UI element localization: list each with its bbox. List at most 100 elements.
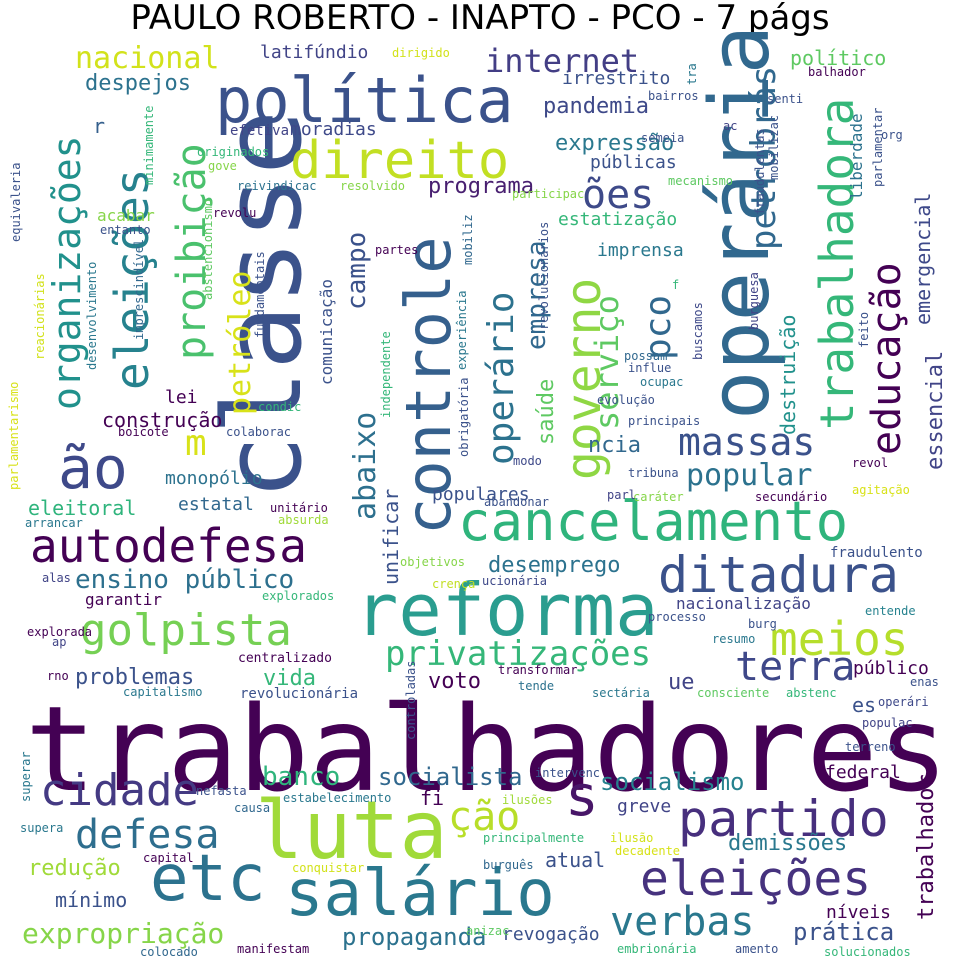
cloud-word: parlamentarismo (7, 382, 21, 490)
cloud-word: terra (735, 644, 855, 690)
cloud-word: arrancar (25, 516, 83, 530)
cloud-word: verbas (610, 899, 755, 945)
cloud-word: estatal (178, 494, 254, 515)
cloud-word: colocado (140, 945, 198, 959)
cloud-word: emergencial (911, 193, 935, 325)
cloud-word: moradias (290, 119, 377, 140)
cloud-word: fundamentais (253, 251, 267, 338)
cloud-word: capitalismo (123, 685, 202, 699)
cloud-word: controladas (404, 661, 418, 740)
cloud-word: revogação (502, 924, 600, 945)
cloud-word: intervenc (535, 766, 600, 780)
cloud-word: m (185, 423, 207, 464)
cloud-word: es (852, 693, 876, 717)
cloud-word: banco (262, 762, 340, 792)
cloud-word: principais (628, 414, 700, 428)
cloud-word: expropriação (22, 917, 224, 950)
cloud-word: expressão (555, 131, 674, 156)
cloud-word: solucionados (824, 945, 911, 959)
cloud-word: s (565, 764, 599, 829)
cloud-word: buscamos (691, 302, 705, 360)
cloud-word: mínimo (55, 888, 127, 912)
cloud-word: org (881, 128, 903, 142)
cloud-word: modo (513, 454, 542, 468)
cloud-word: construção (102, 408, 222, 432)
cloud-word: cancelamento (458, 490, 848, 553)
cloud-word: saúde (534, 379, 559, 445)
cloud-word: partes (375, 243, 418, 257)
cloud-word: pco (638, 295, 679, 360)
cloud-word: trabalhadora (810, 98, 864, 430)
cloud-word: tende (518, 679, 554, 693)
cloud-word: feito (857, 312, 871, 348)
cloud-word: organizações (45, 135, 89, 410)
cloud-word: programa (428, 174, 534, 199)
cloud-word: político (790, 46, 886, 70)
cloud-word: propaganda (342, 923, 487, 951)
cloud-word: tribuna (628, 466, 679, 480)
cloud-word: controle (392, 236, 465, 535)
cloud-word: mobiliz (461, 214, 475, 265)
cloud-word: desenvolvimento (85, 262, 99, 370)
cloud-word: abstencionismo (201, 199, 215, 300)
cloud-word: unitário (270, 501, 328, 515)
cloud-word: política (215, 64, 514, 137)
cloud-word: operária (693, 25, 788, 420)
cloud-word: semeia (641, 131, 684, 145)
cloud-word: independente (379, 331, 393, 418)
cloud-word: ões (582, 172, 654, 218)
cloud-word: decadente (615, 844, 680, 858)
cloud-word: níveis (826, 902, 891, 923)
cloud-word: tra (685, 63, 699, 85)
cloud-word: abandonar (484, 495, 549, 509)
cloud-word: influe (628, 361, 671, 375)
cloud-word: serviço (588, 295, 626, 430)
cloud-word: abstenc (786, 686, 837, 700)
cloud-word: massas (678, 420, 815, 464)
cloud-word: balhador (808, 65, 866, 79)
cloud-word: vida (263, 666, 316, 691)
cloud-word: irrestrito (562, 68, 670, 89)
cloud-word: socialismo (600, 768, 745, 796)
cloud-word: acabar (97, 206, 155, 225)
cloud-word: luta (255, 784, 448, 877)
cloud-word: ditadura (658, 546, 899, 604)
cloud-word: superar (19, 751, 33, 802)
cloud-word: agitação (852, 483, 910, 497)
cloud-word: internet (485, 42, 639, 80)
cloud-word: revolucionária (240, 686, 358, 702)
cloud-word: colaborac (226, 425, 291, 439)
cloud-word: monopólio (165, 468, 263, 489)
cloud-word: manifestam (237, 942, 309, 956)
cloud-word: autodefesa (30, 519, 307, 573)
cloud-word: reforma (355, 568, 658, 652)
cloud-word: anizac (466, 924, 509, 938)
cloud-word: fraudulentas (753, 128, 767, 215)
cloud-word: parl (607, 488, 636, 502)
cloud-word: trabalhador (914, 774, 939, 920)
cloud-word: conquistar (292, 861, 364, 875)
cloud-word: populac (862, 716, 913, 730)
cloud-word: amento (735, 942, 778, 956)
cloud-word: destruição (776, 315, 800, 435)
cloud-word: ilusão (610, 831, 653, 845)
cloud-word: mecanismo (668, 174, 733, 188)
cloud-word: educação (864, 262, 910, 455)
cloud-word: latifúndio (260, 42, 368, 63)
cloud-word: eleições (105, 168, 159, 390)
cloud-word: terreno (845, 740, 896, 754)
cloud-word: f (672, 278, 679, 292)
cloud-word: empresa (522, 240, 552, 350)
cloud-word: bairros (648, 89, 699, 103)
cloud-word: campo (342, 232, 372, 310)
cloud-word: público (853, 658, 929, 679)
cloud-word: condic (258, 400, 301, 414)
cloud-word: nefasta (196, 784, 247, 798)
cloud-word: enas (910, 675, 939, 689)
cloud-word: nacionalização (676, 594, 811, 613)
cloud-word: revolucionários (537, 222, 551, 330)
cloud-word: obrigatória (457, 378, 471, 457)
cloud-word: rno (47, 669, 69, 683)
cloud-word: ção (448, 794, 520, 840)
